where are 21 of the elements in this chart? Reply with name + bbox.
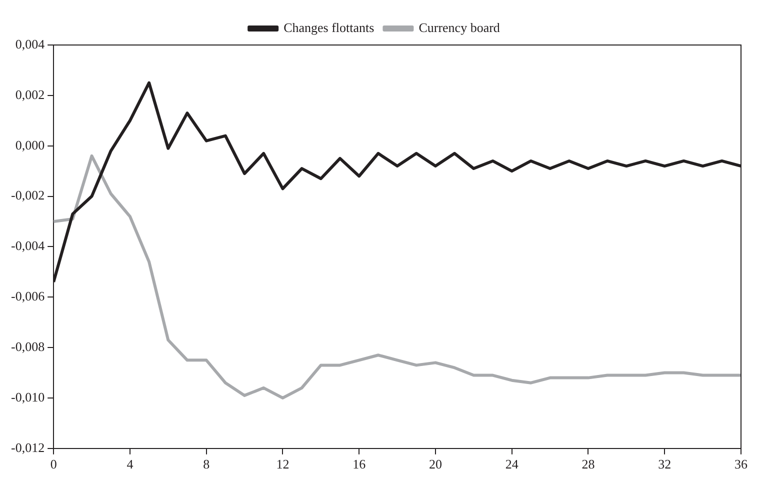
x-tick-label: 0 [50, 456, 57, 472]
y-tick-label: 0,002 [15, 86, 45, 102]
y-tick-label: -0,008 [10, 338, 45, 354]
x-tick-label: 28 [582, 456, 595, 472]
x-tick-label: 8 [203, 456, 210, 472]
y-tick-label: -0,010 [10, 389, 45, 404]
x-tick-label: 16 [352, 456, 366, 472]
y-tick-label: 0,000 [15, 137, 45, 152]
legend-label: Currency board [418, 20, 500, 35]
y-tick-label: 0,004 [15, 36, 46, 52]
y-tick-label: -0,004 [10, 238, 46, 254]
x-tick-label: 4 [126, 456, 134, 472]
x-tick-label: 24 [505, 456, 519, 472]
y-tick-label: -0,012 [10, 440, 45, 455]
y-tick-label: -0,002 [10, 188, 45, 203]
legend-label: Changes flottants [284, 20, 374, 35]
y-tick-label: -0,006 [10, 288, 46, 304]
x-tick-label: 36 [734, 456, 748, 472]
x-tick-label: 32 [658, 456, 672, 472]
x-tick-label: 12 [276, 456, 290, 472]
x-tick-label: 20 [428, 456, 442, 472]
